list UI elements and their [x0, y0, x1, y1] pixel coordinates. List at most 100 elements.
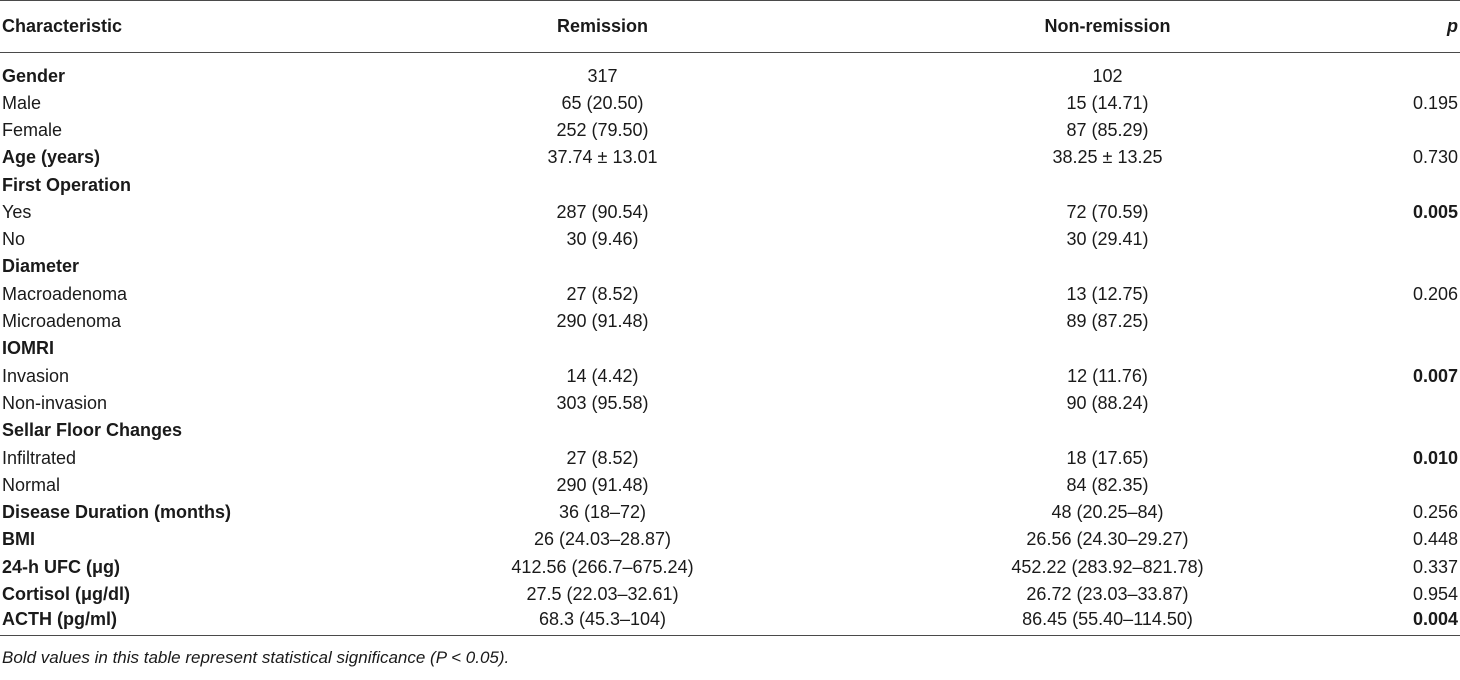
table-row: Disease Duration (months) 36 (18–72) 48 (2… [0, 499, 1460, 526]
row-label: Disease Duration (months) [2, 502, 232, 523]
non-remission-cell: 48 (20.25–84) [1051, 502, 1164, 523]
remission-cell: 287 (90.54) [556, 201, 649, 222]
non-remission-cell: 102 [1092, 65, 1123, 86]
header-row: Characteristic Remission Non-remission p [0, 0, 1460, 53]
non-remission-cell: 84 (82.35) [1066, 474, 1149, 495]
table-row: 24-h UFC (μg) 412.56 (266.7–675.24) 452.22… [0, 554, 1460, 581]
row-label: First Operation [2, 174, 132, 195]
remission-cell [350, 335, 855, 362]
non-remission-cell [855, 417, 1360, 444]
table-row: IOMRI [0, 335, 1460, 362]
table-row: Macroadenoma 27 (8.52) 13 (12.75) 0.206 [0, 281, 1460, 308]
remission-cell: 65 (20.50) [561, 92, 644, 113]
p-value-cell [1360, 335, 1460, 362]
p-value-cell: 0.448 [1412, 529, 1458, 550]
header-characteristic: Characteristic [0, 0, 350, 53]
remission-cell: 27 (8.52) [566, 447, 639, 468]
row-label: Normal [2, 474, 61, 495]
non-remission-cell: 15 (14.71) [1066, 92, 1149, 113]
row-label: Gender [2, 65, 66, 86]
p-value-cell: 0.007 [1412, 365, 1458, 386]
remission-cell: 27.5 (22.03–32.61) [526, 583, 679, 604]
row-label: ACTH (pg/ml) [0, 608, 350, 636]
p-value-cell: 0.337 [1412, 556, 1458, 577]
p-value-cell: 0.195 [1412, 92, 1458, 113]
remission-cell: 303 (95.58) [556, 392, 649, 413]
table-row: Sellar Floor Changes [0, 417, 1460, 444]
p-value-cell [1360, 390, 1460, 417]
row-label: Yes [2, 201, 32, 222]
row-label: Male [2, 92, 42, 113]
remission-cell: 30 (9.46) [566, 229, 639, 250]
remission-cell: 37.74 ± 13.01 [547, 147, 658, 168]
table-footnote: Bold values in this table represent stat… [2, 647, 510, 667]
table-row: Female 252 (79.50) 87 (85.29) [0, 117, 1460, 144]
p-value-cell [1360, 308, 1460, 335]
remission-cell: 68.3 (45.3–104) [350, 608, 855, 636]
remission-cell: 412.56 (266.7–675.24) [511, 556, 694, 577]
remission-cell: 14 (4.42) [566, 365, 639, 386]
remission-cell [350, 171, 855, 198]
row-label: Age (years) [2, 147, 101, 168]
table-row: Cortisol (μg/dl) 27.5 (22.03–32.61) 26.72 … [0, 581, 1460, 608]
row-label: Invasion [2, 365, 70, 386]
table-row: Normal 290 (91.48) 84 (82.35) [0, 472, 1460, 499]
non-remission-cell: 452.22 (283.92–821.78) [1011, 556, 1204, 577]
non-remission-cell: 86.45 (55.40–114.50) [855, 608, 1360, 636]
row-label: Diameter [2, 256, 80, 277]
non-remission-cell: 18 (17.65) [1066, 447, 1149, 468]
table-row: BMI 26 (24.03–28.87) 26.56 (24.30–29.27) 0.… [0, 526, 1460, 553]
row-label: 24-h UFC (μg) [2, 556, 121, 577]
non-remission-cell: 12 (11.76) [1067, 365, 1148, 386]
p-value-cell [1360, 253, 1460, 280]
p-value-cell [1360, 226, 1460, 253]
non-remission-cell: 90 (88.24) [1066, 392, 1149, 413]
non-remission-cell [855, 335, 1360, 362]
non-remission-cell [855, 253, 1360, 280]
table-row: Infiltrated 27 (8.52) 18 (17.65) 0.010 [0, 444, 1460, 471]
remission-cell: 27 (8.52) [566, 283, 639, 304]
row-label: Non-invasion [2, 392, 108, 413]
table-row: Microadenoma 290 (91.48) 89 (87.25) [0, 308, 1460, 335]
p-value-cell: 0.256 [1412, 502, 1458, 523]
table-row: Diameter [0, 253, 1460, 280]
remission-cell [350, 253, 855, 280]
table-row: Male 65 (20.50) 15 (14.71) 0.195 [0, 90, 1460, 117]
row-label: IOMRI [2, 338, 54, 359]
header-p-value: p [1360, 0, 1460, 53]
header-remission: Remission [350, 0, 855, 53]
non-remission-cell: 30 (29.41) [1066, 229, 1149, 250]
p-value-cell: 0.954 [1412, 583, 1458, 604]
non-remission-cell [855, 171, 1360, 198]
remission-cell: 290 (91.48) [556, 474, 649, 495]
table-row: Gender 317 102 [0, 53, 1460, 90]
p-value-cell [1360, 417, 1460, 444]
table-row: Non-invasion 303 (95.58) 90 (88.24) [0, 390, 1460, 417]
p-value-cell: 0.010 [1412, 447, 1458, 468]
row-label: Microadenoma [2, 311, 122, 332]
non-remission-cell: 87 (85.29) [1066, 119, 1149, 140]
remission-cell: 290 (91.48) [556, 311, 649, 332]
row-label: BMI [2, 529, 35, 550]
p-value-cell: 0.206 [1412, 283, 1458, 304]
row-label: Cortisol (μg/dl) [2, 583, 130, 604]
remission-cell: 252 (79.50) [556, 119, 649, 140]
non-remission-cell: 26.56 (24.30–29.27) [1026, 529, 1189, 550]
p-value-cell [1360, 171, 1460, 198]
p-value-cell [1360, 472, 1460, 499]
non-remission-cell: 13 (12.75) [1066, 283, 1149, 304]
remission-cell: 36 (18–72) [558, 502, 647, 523]
p-value-cell: 0.005 [1412, 201, 1458, 222]
row-label: Sellar Floor Changes [2, 420, 183, 441]
results-table: Characteristic Remission Non-remission p… [0, 0, 1460, 636]
row-label: Female [2, 119, 63, 140]
non-remission-cell: 38.25 ± 13.25 [1052, 147, 1163, 168]
header-non-remission: Non-remission [855, 0, 1360, 53]
table-row: Invasion 14 (4.42) 12 (11.76) 0.007 [0, 362, 1460, 389]
non-remission-cell: 72 (70.59) [1066, 201, 1149, 222]
table-row: Age (years) 37.74 ± 13.01 38.25 ± 13.25 0.7… [0, 144, 1460, 171]
p-value-cell: 0.004 [1360, 608, 1460, 636]
remission-cell: 317 [587, 65, 618, 86]
row-label: Infiltrated [2, 447, 77, 468]
